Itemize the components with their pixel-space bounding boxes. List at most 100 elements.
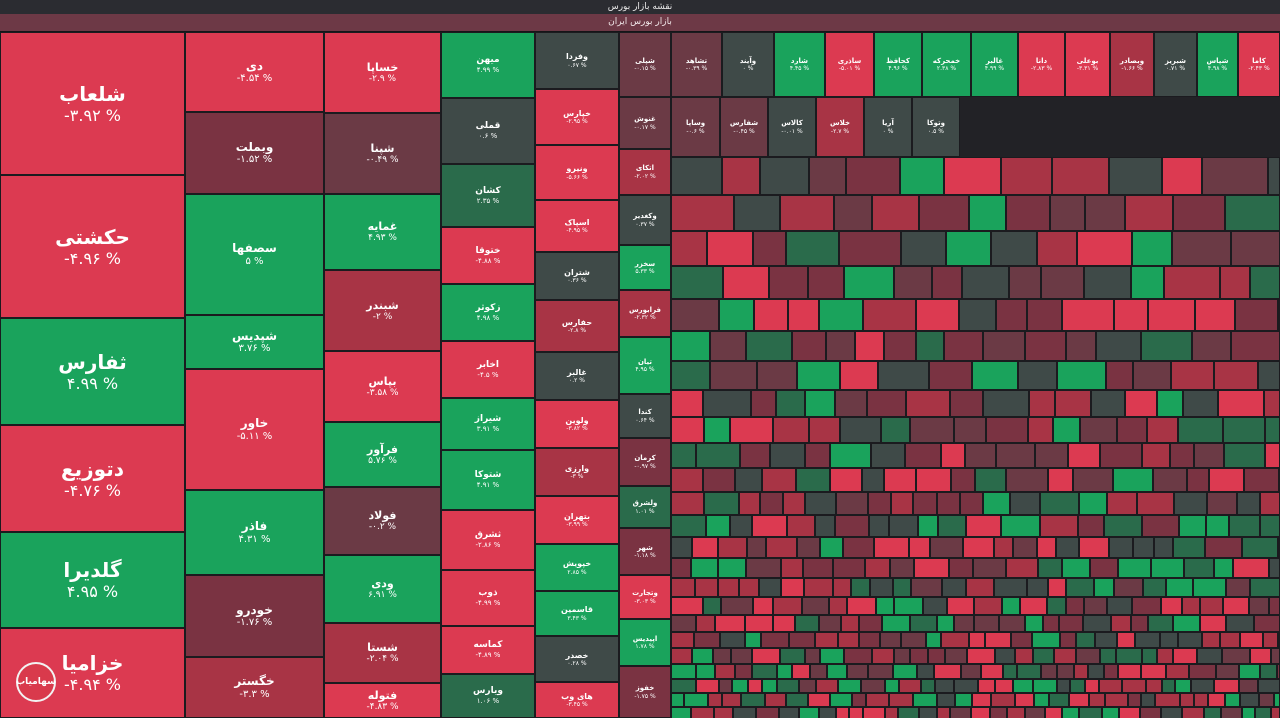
ticker-tile-small[interactable] <box>950 390 983 417</box>
ticker-tile-small[interactable] <box>1076 648 1100 664</box>
ticker-tile-small[interactable] <box>757 361 797 390</box>
ticker-tile[interactable]: دانا -۲.۸۳ % <box>1018 32 1065 97</box>
ticker-tile-small[interactable] <box>1178 632 1202 648</box>
ticker-tile-small[interactable] <box>1193 578 1226 597</box>
ticker-tile[interactable]: خصدر ۰.۲۸ % <box>535 636 619 682</box>
ticker-tile[interactable]: وبصادر -۱.۶۶ % <box>1110 32 1154 97</box>
ticker-tile-small[interactable] <box>949 558 973 578</box>
ticker-tile-small[interactable] <box>881 417 910 443</box>
ticker-tile-small[interactable] <box>862 468 884 492</box>
ticker-tile-small[interactable] <box>1258 679 1280 693</box>
ticker-tile-small[interactable] <box>1220 266 1250 299</box>
ticker-tile[interactable]: ولشرق ۱.۰۱ % <box>619 486 671 528</box>
ticker-tile-small[interactable] <box>937 707 950 718</box>
ticker-tile-small[interactable] <box>1162 157 1202 195</box>
ticker-tile-small[interactable] <box>981 664 1003 679</box>
ticker-tile-small[interactable] <box>745 632 761 648</box>
ticker-tile-small[interactable] <box>986 417 1028 443</box>
ticker-tile-small[interactable] <box>1018 361 1057 390</box>
ticker-tile-small[interactable] <box>707 231 753 266</box>
ticker-tile[interactable]: های وب -۳.۴۵ % <box>535 682 619 718</box>
ticker-tile-small[interactable] <box>914 558 949 578</box>
ticker-tile-small[interactable] <box>1052 157 1109 195</box>
ticker-tile-small[interactable] <box>1226 578 1250 597</box>
ticker-tile-small[interactable] <box>1229 515 1260 537</box>
ticker-tile-small[interactable] <box>954 615 974 632</box>
ticker-tile-small[interactable] <box>893 664 917 679</box>
ticker-tile-small[interactable] <box>703 468 735 492</box>
ticker-tile-small[interactable] <box>994 578 1027 597</box>
ticker-tile-small[interactable] <box>760 157 809 195</box>
ticker-tile-small[interactable] <box>719 679 732 693</box>
ticker-tile[interactable]: شتوکا ۴.۹۱ % <box>441 450 535 510</box>
ticker-tile[interactable]: زکوثر ۴.۹۸ % <box>441 284 535 341</box>
ticker-tile-small[interactable] <box>1043 615 1059 632</box>
ticker-tile-small[interactable] <box>835 515 869 537</box>
ticker-tile-small[interactable] <box>718 558 746 578</box>
ticker-tile-small[interactable] <box>1173 615 1200 632</box>
ticker-tile-small[interactable] <box>978 679 995 693</box>
ticker-tile-small[interactable] <box>885 679 899 693</box>
ticker-tile-small[interactable] <box>1175 679 1191 693</box>
ticker-tile-small[interactable] <box>671 195 734 231</box>
ticker-tile-small[interactable] <box>696 679 719 693</box>
ticker-tile-small[interactable] <box>748 679 762 693</box>
ticker-tile-small[interactable] <box>703 597 721 615</box>
ticker-tile-small[interactable] <box>1084 597 1107 615</box>
ticker-tile-small[interactable] <box>1104 515 1142 537</box>
ticker-tile-small[interactable] <box>809 417 840 443</box>
ticker-tile-small[interactable] <box>1214 361 1258 390</box>
ticker-tile-small[interactable] <box>841 615 859 632</box>
ticker-tile-small[interactable] <box>1029 390 1055 417</box>
ticker-tile-small[interactable] <box>928 648 945 664</box>
ticker-tile-small[interactable] <box>708 693 722 707</box>
ticker-tile-small[interactable] <box>1006 558 1038 578</box>
ticker-tile-small[interactable] <box>780 195 834 231</box>
ticker-tile-small[interactable] <box>762 679 777 693</box>
ticker-tile-small[interactable] <box>882 615 910 632</box>
ticker-tile-small[interactable] <box>1027 578 1048 597</box>
ticker-tile-small[interactable] <box>1074 664 1088 679</box>
ticker-tile-small[interactable] <box>1269 558 1280 578</box>
ticker-tile-small[interactable] <box>971 707 990 718</box>
ticker-tile-small[interactable] <box>815 515 835 537</box>
ticker-tile[interactable]: شارد ۴.۴۵ % <box>774 32 825 97</box>
ticker-tile-small[interactable] <box>746 331 792 361</box>
ticker-tile-small[interactable] <box>1048 578 1066 597</box>
ticker-tile-small[interactable] <box>1060 632 1076 648</box>
ticker-tile-small[interactable] <box>871 443 905 468</box>
ticker-tile-small[interactable] <box>917 664 934 679</box>
ticker-tile-small[interactable] <box>1041 266 1084 299</box>
ticker-tile-small[interactable] <box>1080 417 1117 443</box>
ticker-tile[interactable]: غمایه ۴.۹۳ % <box>324 194 441 270</box>
ticker-tile-small[interactable] <box>1009 266 1041 299</box>
ticker-tile-small[interactable] <box>819 615 841 632</box>
ticker-tile-small[interactable] <box>788 299 819 331</box>
ticker-tile-small[interactable] <box>1173 537 1205 558</box>
ticker-tile-small[interactable] <box>894 266 932 299</box>
ticker-tile-small[interactable] <box>969 632 985 648</box>
ticker-tile-small[interactable] <box>1100 443 1142 468</box>
ticker-tile-small[interactable] <box>710 361 757 390</box>
ticker-tile-small[interactable] <box>1057 679 1070 693</box>
ticker-tile-small[interactable] <box>1225 195 1280 231</box>
ticker-tile-small[interactable] <box>994 537 1013 558</box>
ticker-tile[interactable]: بتهران -۳.۹۹ % <box>535 496 619 544</box>
ticker-tile-small[interactable] <box>816 679 838 693</box>
ticker-tile-small[interactable] <box>1200 615 1226 632</box>
ticker-tile[interactable]: فولاد -۰.۲ % <box>324 487 441 555</box>
ticker-tile[interactable]: اسپاک -۴.۹۵ % <box>535 200 619 252</box>
ticker-tile-small[interactable] <box>1096 331 1141 361</box>
ticker-tile-small[interactable] <box>1207 492 1237 515</box>
ticker-tile-small[interactable] <box>1166 578 1193 597</box>
ticker-tile-small[interactable] <box>884 468 916 492</box>
ticker-tile-small[interactable] <box>1109 537 1133 558</box>
ticker-tile-small[interactable] <box>1040 492 1079 515</box>
ticker-tile-small[interactable] <box>1143 578 1166 597</box>
ticker-tile-small[interactable] <box>894 648 910 664</box>
ticker-tile-small[interactable] <box>937 615 954 632</box>
ticker-tile-small[interactable] <box>1037 537 1056 558</box>
ticker-tile-small[interactable] <box>747 537 766 558</box>
ticker-tile[interactable]: شلعاب -۳.۹۲ % <box>0 32 185 175</box>
ticker-tile-small[interactable] <box>951 468 975 492</box>
